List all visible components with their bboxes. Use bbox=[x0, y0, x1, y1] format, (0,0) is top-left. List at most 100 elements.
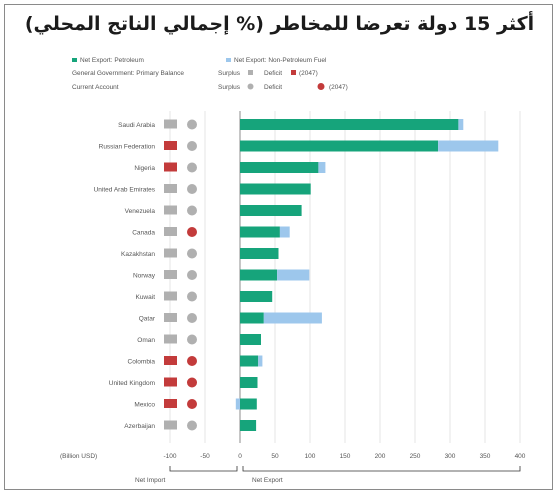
primary-balance-marker bbox=[164, 141, 177, 150]
category-label: Mexico bbox=[134, 401, 155, 408]
category-label: United Kingdom bbox=[109, 380, 155, 387]
legend-deficit-note: (2047) bbox=[299, 70, 318, 77]
primary-balance-marker bbox=[164, 227, 177, 236]
x-tick-label: -100 bbox=[163, 453, 176, 460]
primary-balance-marker bbox=[164, 270, 177, 279]
legend-label-nonpetroleum: Net Export: Non-Petroleum Fuel bbox=[234, 57, 327, 64]
x-tick-label: 300 bbox=[445, 453, 456, 460]
category-label: Norway bbox=[133, 272, 156, 279]
x-tick-label: -50 bbox=[200, 453, 210, 460]
bar-petroleum bbox=[240, 312, 264, 324]
net-export-label: Net Export bbox=[252, 477, 283, 484]
legend-indicator-label: General Government: Primary Balance bbox=[72, 70, 184, 77]
legend-deficit-note: (2047) bbox=[329, 84, 348, 91]
legend-label-petroleum: Net Export: Petroleum bbox=[80, 57, 144, 64]
x-tick-label: 50 bbox=[271, 453, 279, 460]
bar-petroleum bbox=[240, 183, 311, 195]
primary-balance-marker bbox=[164, 334, 177, 344]
current-account-marker bbox=[187, 420, 197, 431]
primary-balance-marker bbox=[164, 184, 177, 193]
bar-petroleum bbox=[240, 162, 319, 173]
net-export-bracket bbox=[242, 466, 521, 472]
category-label: United Arab Emirates bbox=[94, 186, 156, 193]
category-label: Oman bbox=[137, 337, 155, 344]
current-account-marker bbox=[187, 334, 197, 345]
bar-non-petroleum bbox=[318, 162, 326, 173]
bar-non-petroleum bbox=[279, 226, 290, 238]
bar-petroleum bbox=[240, 140, 439, 152]
category-label: Kuwait bbox=[135, 294, 155, 301]
bar-petroleum bbox=[240, 119, 459, 130]
x-tick-label: 350 bbox=[480, 453, 491, 460]
current-account-marker bbox=[187, 205, 197, 216]
chart-frame: أكثر 15 دولة تعرضا للمخاطر (% إجمالي الن… bbox=[4, 4, 553, 490]
current-account-marker bbox=[187, 356, 197, 366]
current-account-marker bbox=[187, 270, 197, 280]
legend-deficit-circle bbox=[317, 83, 325, 90]
x-tick-label: 250 bbox=[410, 453, 421, 460]
bar-petroleum bbox=[240, 248, 279, 259]
net-import-bracket bbox=[169, 466, 238, 472]
net-import-label: Net Import bbox=[135, 477, 166, 484]
primary-balance-marker bbox=[164, 248, 177, 258]
current-account-marker bbox=[187, 184, 197, 194]
legend-surplus-square bbox=[248, 70, 253, 75]
chart-title: أكثر 15 دولة تعرضا للمخاطر (% إجمالي الن… bbox=[24, 13, 535, 35]
bar-non-petroleum bbox=[277, 269, 310, 281]
category-label: Qatar bbox=[139, 315, 156, 322]
current-account-marker bbox=[187, 162, 197, 173]
bar-petroleum bbox=[240, 291, 273, 302]
legend-swatch-petroleum bbox=[72, 58, 77, 62]
current-account-marker bbox=[187, 291, 197, 302]
bar-non-petroleum bbox=[263, 312, 322, 324]
category-label: Colombia bbox=[128, 358, 156, 365]
primary-balance-marker bbox=[164, 205, 177, 215]
legend-surplus-label: Surplus bbox=[218, 84, 241, 91]
current-account-marker bbox=[187, 227, 197, 237]
bar-petroleum bbox=[240, 420, 257, 431]
bar-petroleum bbox=[240, 334, 261, 345]
bar-petroleum bbox=[240, 355, 259, 367]
primary-balance-marker bbox=[164, 399, 177, 408]
bar-petroleum bbox=[240, 226, 280, 238]
current-account-marker bbox=[187, 377, 197, 388]
legend-swatch-nonpetroleum bbox=[226, 58, 231, 62]
primary-balance-marker bbox=[164, 119, 177, 129]
legend-deficit-square bbox=[291, 70, 296, 75]
bar-non-petroleum bbox=[258, 355, 263, 367]
current-account-marker bbox=[187, 119, 197, 130]
primary-balance-marker bbox=[164, 377, 177, 387]
primary-balance-marker bbox=[164, 291, 177, 301]
legend-deficit-label: Deficit bbox=[264, 70, 282, 77]
x-tick-label: 400 bbox=[515, 453, 526, 460]
bar-petroleum bbox=[240, 398, 257, 410]
category-label: Russian Federation bbox=[99, 143, 156, 150]
bar-non-petroleum bbox=[458, 119, 464, 130]
current-account-marker bbox=[187, 248, 197, 259]
bar-non-petroleum bbox=[438, 140, 499, 152]
primary-balance-marker bbox=[164, 420, 177, 430]
category-label: Nigeria bbox=[134, 165, 155, 172]
x-tick-label: 100 bbox=[305, 453, 316, 460]
axis-unit-note: (Billion USD) bbox=[60, 453, 97, 460]
x-tick-label: 150 bbox=[340, 453, 351, 460]
category-label: Canada bbox=[132, 229, 155, 236]
bar-petroleum bbox=[240, 269, 278, 281]
category-label: Venezuela bbox=[125, 208, 156, 215]
current-account-marker bbox=[187, 313, 197, 323]
primary-balance-marker bbox=[164, 162, 177, 172]
legend-indicator-label: Current Account bbox=[72, 84, 119, 91]
bar-petroleum bbox=[240, 377, 258, 388]
category-label: Kazakhstan bbox=[121, 251, 155, 258]
current-account-marker bbox=[187, 399, 197, 409]
current-account-marker bbox=[187, 141, 197, 151]
bar-petroleum bbox=[240, 205, 302, 216]
x-tick-label: 200 bbox=[375, 453, 386, 460]
primary-balance-marker bbox=[164, 313, 177, 322]
primary-balance-marker bbox=[164, 356, 177, 365]
legend-deficit-label: Deficit bbox=[264, 84, 282, 91]
x-tick-label: 0 bbox=[238, 453, 242, 460]
legend-surplus-circle bbox=[247, 83, 254, 90]
category-label: Azerbaijan bbox=[124, 423, 155, 430]
